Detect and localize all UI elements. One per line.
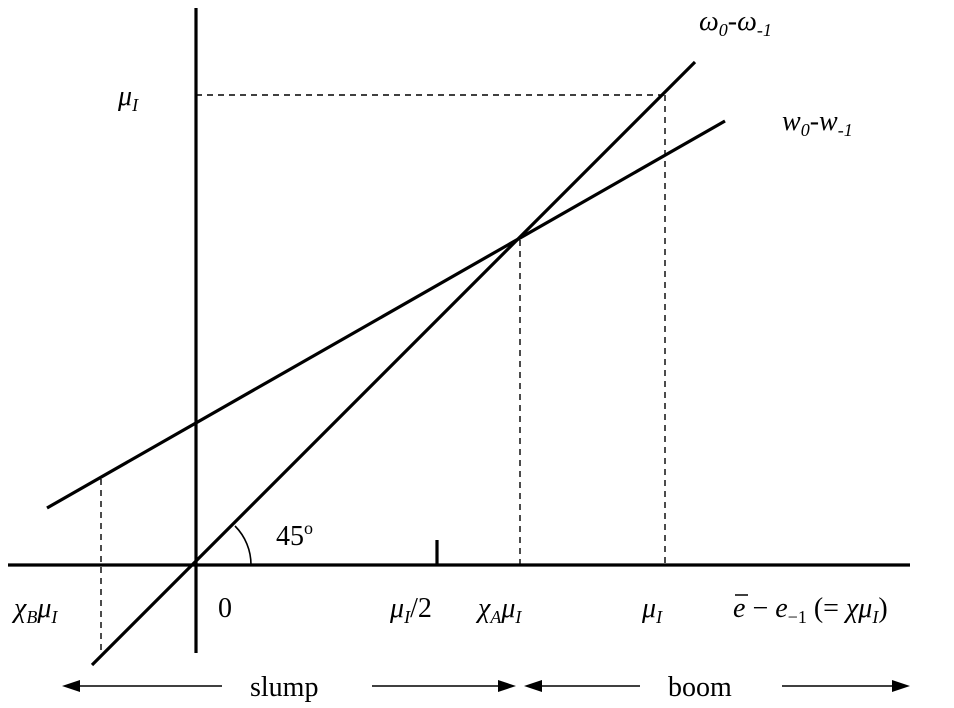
omega-line — [90, 60, 697, 667]
omega-line-label: ω0-ω-1 — [699, 6, 772, 40]
w-line-label: w0-w-1 — [782, 106, 853, 140]
boom-right-arrowhead — [892, 680, 910, 692]
boom-label: boom — [668, 672, 732, 703]
mu-label: μI — [641, 593, 663, 627]
zero-label: 0 — [218, 593, 232, 624]
w-line — [46, 119, 726, 510]
slump-right-arrowhead — [498, 680, 516, 692]
mu-half-label: μI/2 — [389, 593, 432, 627]
slump-label: slump — [250, 672, 318, 703]
angle-label: 45o — [276, 518, 313, 552]
chi-b-mu-label: χBμI — [11, 593, 58, 627]
y-mu-label: μI — [117, 81, 139, 115]
slump-left-arrowhead — [62, 680, 80, 692]
boom-left-arrowhead — [524, 680, 542, 692]
chi-a-mu-label: χAμI — [475, 593, 522, 627]
x-axis-label: e − e−1 (= χμI) — [733, 593, 888, 627]
angle-arc — [234, 525, 252, 566]
